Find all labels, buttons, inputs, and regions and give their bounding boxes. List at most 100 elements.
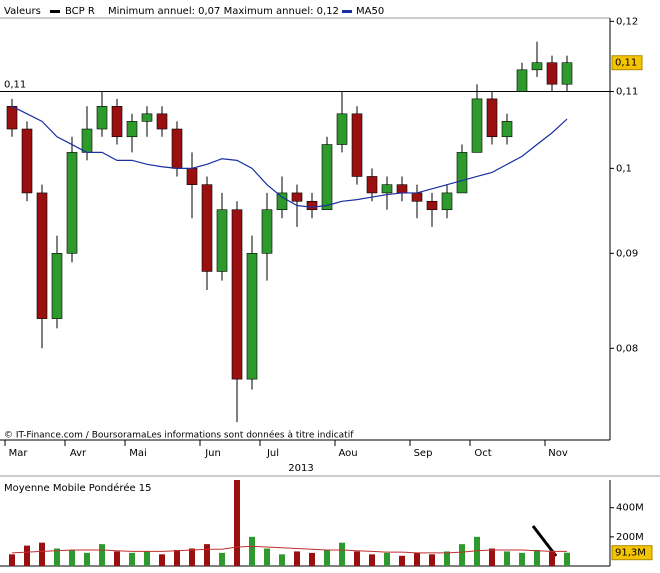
volume-bar	[99, 544, 105, 566]
candle-body	[111, 106, 123, 138]
candle-body	[456, 152, 468, 194]
x-tick-label: Sep	[414, 448, 433, 459]
candle-body	[411, 192, 423, 202]
x-tick-label: Aou	[338, 448, 357, 459]
candle-body	[231, 209, 243, 380]
legend-label: MA50	[356, 6, 384, 17]
volume-bar	[294, 551, 300, 566]
candle-body	[171, 128, 183, 169]
volume-bar	[549, 551, 555, 566]
volume-bar	[279, 554, 285, 566]
volume-title: Moyenne Mobile Pondérée 15	[4, 482, 152, 494]
volume-bar	[114, 551, 120, 566]
y-tick-label: 0,11	[616, 87, 638, 98]
y-tick-label: 0,09	[616, 248, 638, 259]
volume-bar	[159, 554, 165, 566]
volume-bar	[204, 544, 210, 566]
candle-body	[321, 144, 333, 211]
candle-body	[351, 113, 363, 177]
volume-bar	[414, 552, 420, 566]
volume-bar	[429, 554, 435, 566]
volume-bar	[9, 554, 15, 566]
x-tick-label: Oct	[474, 448, 491, 459]
candle-body	[501, 121, 513, 138]
candle-body	[66, 152, 78, 254]
x-tick-label: Mai	[129, 448, 147, 459]
y-tick-label: 200M	[616, 532, 644, 543]
volume-bar	[564, 552, 570, 566]
candle-body	[96, 106, 108, 130]
candle-body	[471, 98, 483, 153]
candle-body	[201, 184, 213, 272]
y-tick-label: 0,1	[616, 163, 632, 174]
candle-body	[246, 253, 258, 380]
subtitle: Minimum annuel: 0,07 Maximum annuel: 0,1…	[108, 6, 339, 17]
candle-body	[336, 113, 348, 145]
candle-body	[426, 200, 438, 211]
candle-body	[261, 209, 273, 254]
volume-bar	[54, 548, 60, 566]
volume-bar	[189, 548, 195, 566]
volume-bar	[234, 480, 240, 566]
volume-bar	[144, 551, 150, 566]
volume-bar	[384, 552, 390, 566]
volume-bar	[174, 549, 180, 566]
last-value-label: 91,3M	[615, 548, 646, 559]
candle-body	[381, 184, 393, 194]
last-price-tag	[611, 55, 643, 71]
volume-bar	[24, 545, 30, 566]
candle-body	[561, 62, 573, 85]
ma-line	[11, 105, 568, 208]
volume-bar	[369, 554, 375, 566]
candle-body	[486, 98, 498, 138]
candle-body	[21, 128, 33, 194]
y-tick-label: 0,12	[616, 16, 638, 27]
candle-body	[51, 253, 63, 319]
candle-body	[396, 184, 408, 194]
volume-bar	[519, 552, 525, 566]
x-tick-label: Mar	[9, 448, 29, 459]
candle-body	[516, 69, 528, 92]
year-label: 2013	[288, 463, 313, 474]
x-tick-label: Jun	[204, 448, 221, 459]
volume-bar	[504, 551, 510, 566]
volume-bar	[129, 552, 135, 566]
y-tick-label: 400M	[616, 503, 644, 514]
reference-label: 0,11	[4, 80, 26, 91]
volume-bar	[84, 552, 90, 566]
volume-bar	[39, 542, 45, 566]
candle-body	[276, 192, 288, 211]
candle-body	[6, 106, 18, 130]
volume-bar	[489, 548, 495, 566]
candle-body	[156, 113, 168, 130]
ma-line	[11, 545, 567, 554]
candle-body	[546, 62, 558, 85]
last-price-label: 0,11	[615, 58, 637, 69]
candle-body	[366, 176, 378, 194]
source: © IT-Finance.com / BoursoramaLes informa…	[4, 430, 354, 441]
candle-body	[216, 209, 228, 272]
volume-bar	[69, 549, 75, 566]
candle-body	[441, 192, 453, 211]
header-label: Valeurs	[4, 6, 41, 17]
last-value-tag	[611, 545, 653, 561]
volume-bar	[264, 548, 270, 566]
candle-body	[306, 200, 318, 211]
volume-bar	[219, 552, 225, 566]
x-tick-label: Nov	[548, 448, 568, 459]
candle-body	[36, 192, 48, 319]
candle-body	[81, 128, 93, 153]
candle-body	[291, 192, 303, 202]
volume-bar	[399, 555, 405, 566]
candle-body	[531, 62, 543, 71]
volume-bar	[354, 551, 360, 566]
volume-bar	[249, 536, 255, 566]
legend-swatch	[342, 10, 352, 13]
volume-bar	[534, 549, 540, 566]
y-tick-label: 0,08	[616, 343, 638, 354]
legend-swatch	[50, 10, 60, 13]
volume-bar	[339, 542, 345, 566]
volume-bar	[444, 551, 450, 566]
